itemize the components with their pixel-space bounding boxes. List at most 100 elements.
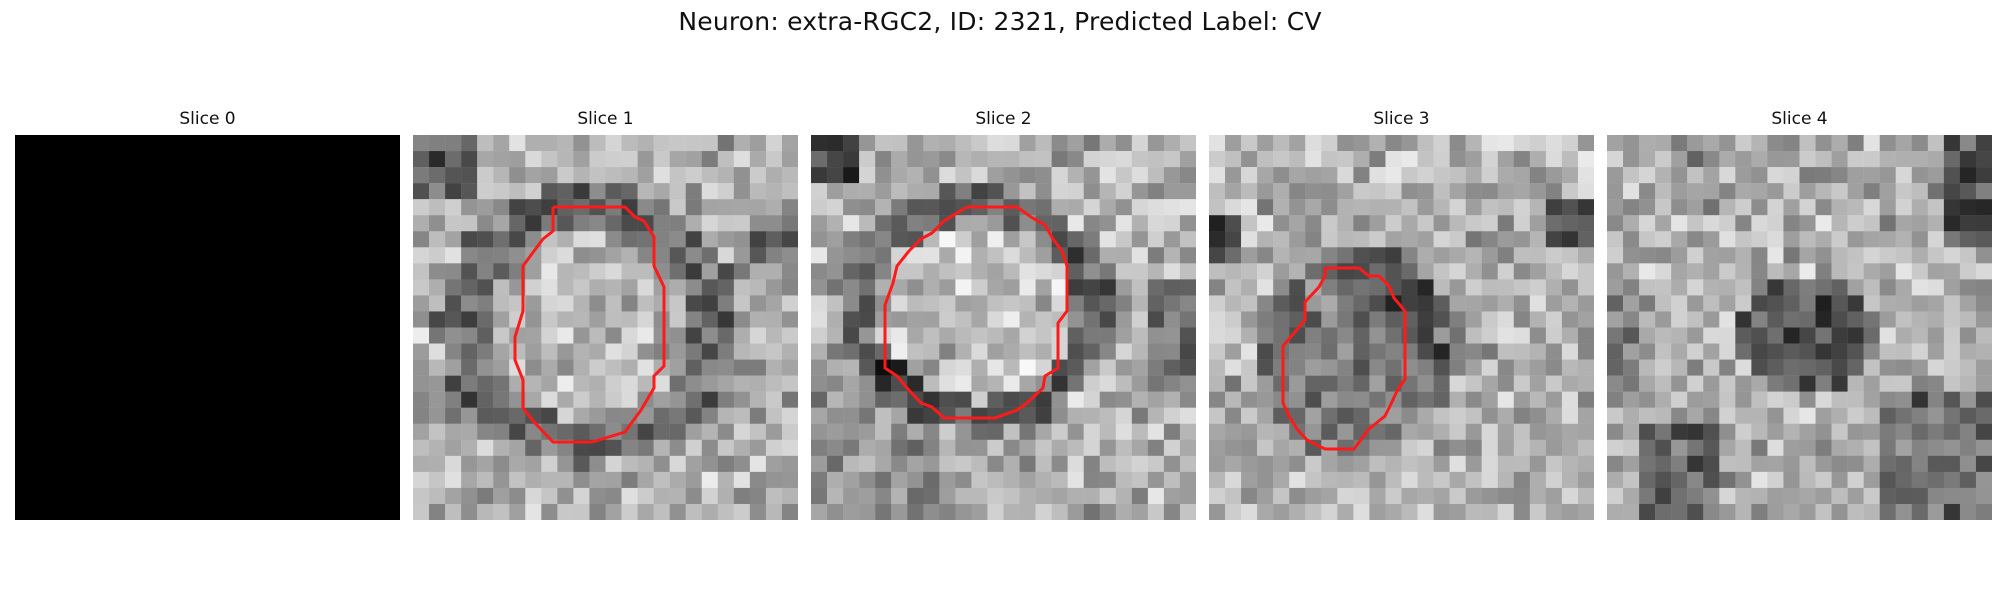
pixel-cell [1513, 199, 1531, 216]
pixel-cell [765, 311, 783, 328]
pixel-cell [1735, 199, 1752, 216]
slice-panel-1: Slice 1 [413, 108, 798, 526]
pixel-cell [493, 487, 510, 505]
pixel-cell [1179, 279, 1196, 296]
pixel-cell [493, 247, 510, 264]
pixel-cell [1147, 391, 1165, 408]
pixel-cell [923, 471, 940, 489]
pixel-cell [1783, 247, 1800, 264]
pixel-cell [1671, 183, 1688, 200]
pixel-cell [1513, 215, 1531, 232]
pixel-cell [1927, 279, 1945, 296]
pixel-cell [1623, 439, 1640, 457]
pixel-cell [907, 407, 924, 424]
pixel-cell [509, 167, 526, 184]
pixel-cell [1289, 359, 1306, 376]
pixel-cell [1735, 135, 1752, 152]
pixel-cell [875, 375, 892, 392]
pixel-cell [669, 151, 686, 168]
pixel-cell [1799, 471, 1816, 489]
pixel-cell [1131, 135, 1149, 152]
pixel-cell [1911, 135, 1929, 152]
pixel-cell [1959, 439, 1977, 457]
pixel-cell [1241, 231, 1258, 248]
pixel-cell [1035, 455, 1052, 473]
pixel-cell [1927, 391, 1945, 408]
pixel-cell [1209, 167, 1226, 184]
pixel-cell [1607, 343, 1624, 360]
pixel-cell [1337, 343, 1354, 360]
pixel-cell [1623, 503, 1640, 520]
pixel-cell [1051, 503, 1068, 520]
pixel-cell [1051, 455, 1068, 473]
pixel-cell [749, 503, 767, 520]
pixel-cell [1927, 151, 1945, 168]
pixel-cell [1735, 151, 1752, 168]
pixel-cell [1465, 455, 1482, 473]
pixel-cell [1687, 247, 1704, 264]
pixel-cell [859, 295, 876, 312]
pixel-cell [525, 167, 542, 184]
pixel-cell [781, 471, 798, 489]
pixel-cell [1975, 487, 1992, 505]
pixel-cell [461, 199, 478, 216]
pixel-cell [1337, 423, 1354, 440]
pixel-cell [1465, 311, 1482, 328]
pixel-cell [1577, 471, 1594, 489]
pixel-cell [445, 327, 462, 344]
pixel-cell [781, 247, 798, 264]
pixel-cell [907, 167, 924, 184]
pixel-cell [461, 439, 478, 457]
pixel-cell [1289, 167, 1306, 184]
pixel-cell [1147, 215, 1165, 232]
pixel-cell [1703, 215, 1720, 232]
pixel-cell [653, 231, 670, 248]
pixel-cell [1449, 423, 1466, 440]
pixel-cell [1671, 327, 1688, 344]
pixel-cell [589, 391, 606, 408]
pixel-cell [1703, 231, 1720, 248]
pixel-cell [843, 391, 860, 408]
pixel-cell [955, 135, 972, 152]
pixel-cell [1035, 263, 1052, 280]
pixel-cell [445, 279, 462, 296]
pixel-cell [1179, 423, 1196, 440]
pixel-cell [1783, 407, 1800, 424]
pixel-cell [1497, 183, 1514, 200]
pixel-cell [827, 375, 844, 392]
pixel-cell [1735, 391, 1752, 408]
pixel-cell [1847, 183, 1864, 200]
pixel-cell [621, 471, 638, 489]
pixel-cell [653, 375, 670, 392]
pixel-cell [939, 327, 956, 344]
pixel-cell [445, 439, 462, 457]
pixel-cell [1225, 311, 1242, 328]
pixel-cell [413, 199, 430, 216]
pixel-cell [1497, 487, 1514, 505]
pixel-cell [1433, 279, 1450, 296]
pixel-cell [1719, 199, 1736, 216]
pixel-cell [1703, 375, 1720, 392]
pixel-cell [1607, 135, 1624, 152]
pixel-cell [1241, 183, 1258, 200]
pixel-cell [1337, 487, 1354, 505]
pixel-cell [907, 487, 924, 505]
pixel-cell [1607, 263, 1624, 280]
pixel-cell [701, 343, 718, 360]
pixel-cell [525, 439, 542, 457]
pixel-cell [1799, 343, 1816, 360]
pixel-cell [1337, 407, 1354, 424]
pixel-cell [1639, 455, 1656, 473]
pixel-cell [605, 279, 622, 296]
pixel-cell [1623, 151, 1640, 168]
pixel-cell [429, 455, 446, 473]
pixel-cell [765, 263, 783, 280]
pixel-cell [1289, 183, 1306, 200]
pixel-cell [1353, 231, 1370, 248]
pixel-cell [1687, 311, 1704, 328]
pixel-cell [653, 295, 670, 312]
pixel-cell [1417, 311, 1434, 328]
pixel-cell [843, 407, 860, 424]
pixel-cell [1529, 247, 1547, 264]
pixel-cell [1959, 311, 1977, 328]
